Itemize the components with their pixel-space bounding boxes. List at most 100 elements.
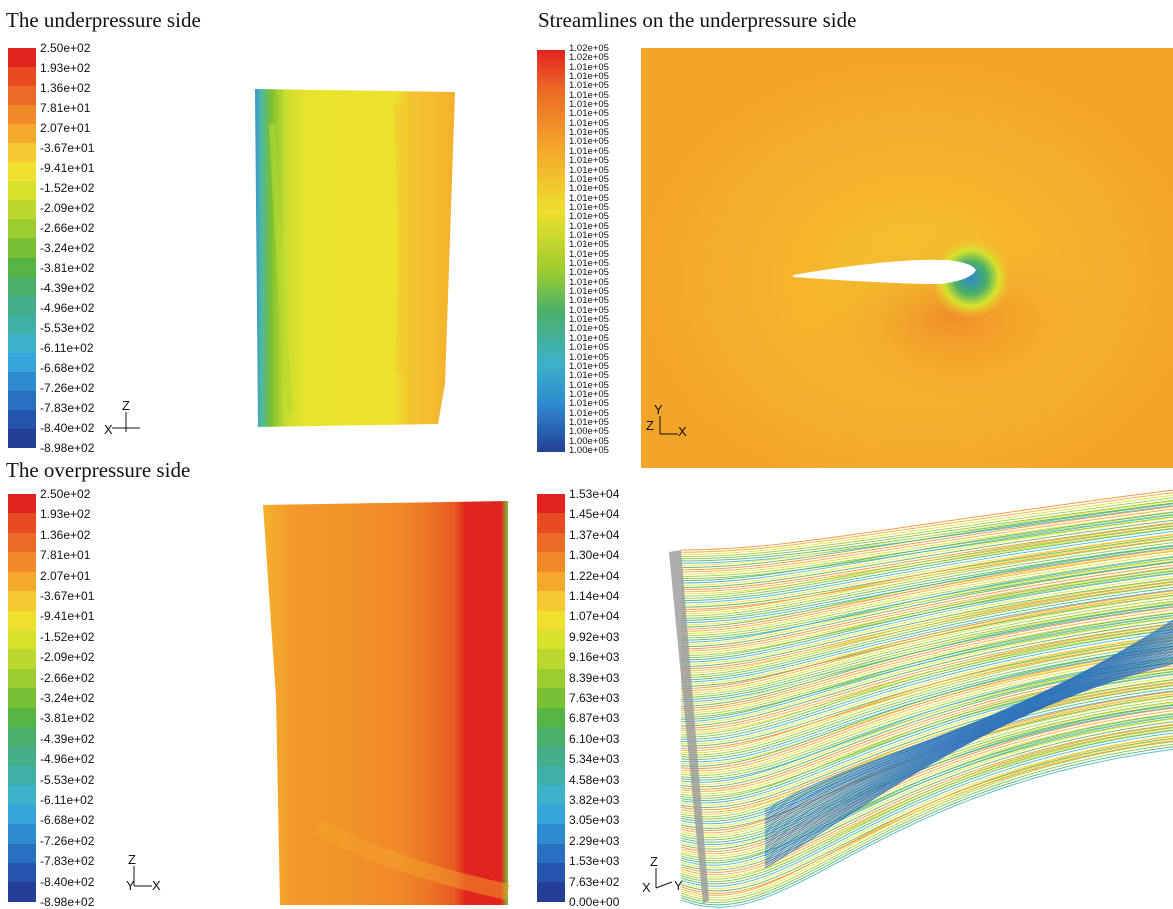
streamline: [680, 542, 1173, 619]
legend-tick-label: 1.01e+05: [569, 286, 609, 298]
colorbar-swatch: [8, 571, 36, 592]
streamline: [680, 634, 1173, 745]
streamline: [680, 559, 1173, 646]
colorbar-swatch: [8, 804, 36, 825]
streamline: [680, 729, 1173, 885]
streamline: [680, 556, 1173, 643]
legend-tick-label: 1.01e+05: [569, 127, 609, 139]
legend-tick-label: 1.01e+05: [569, 276, 609, 288]
streamline: [680, 536, 1173, 608]
legend-tick-label: 2.50e+02: [40, 487, 91, 501]
streamline: [680, 651, 1173, 772]
streamline: [680, 511, 1173, 575]
colorbar-swatch: [8, 610, 36, 630]
streamline: [680, 748, 1173, 908]
legend-tick-label: -2.09e+02: [40, 650, 95, 665]
vortex-streamline: [764, 636, 1173, 833]
colorbar-swatch: [537, 513, 565, 533]
overpressure-contour-plot: [263, 501, 510, 905]
legend-tick-label: 2.29e+03: [569, 833, 620, 848]
streamline: [680, 494, 1173, 555]
streamline: [680, 721, 1173, 871]
streamline: [680, 718, 1173, 869]
colorbar-swatch: [537, 727, 565, 747]
legend-tick-label: 1.01e+05: [569, 360, 609, 372]
axis-triad-top-left: Z X: [104, 398, 140, 437]
vortex-streamline: [764, 654, 1173, 857]
legend-tick-label: 1.36e+02: [40, 81, 91, 95]
streamline: [680, 741, 1173, 901]
legend-tick-label: 1.01e+05: [569, 201, 609, 213]
colorbar-swatch: [8, 513, 36, 533]
colorbar-swatch: [537, 882, 565, 902]
legend-tick-label: 1.01e+05: [569, 89, 609, 101]
streamline: [680, 503, 1173, 569]
legend-tick-label: 1.36e+02: [40, 527, 91, 542]
legend-tick-label: 3.82e+03: [569, 793, 620, 807]
legend-tick-label: -4.39e+02: [40, 731, 95, 746]
streamline: [680, 579, 1173, 674]
streamline: [680, 681, 1173, 811]
legend-tick-label: 1.01e+05: [569, 351, 609, 363]
legend-tick-label: 1.01e+05: [569, 145, 609, 157]
legend-tick-label: 1.01e+05: [569, 295, 609, 307]
legend-tick-label: -1.52e+02: [40, 629, 95, 644]
streamline: [680, 553, 1173, 635]
streamline: [680, 631, 1173, 742]
legend-tick-label: 6.10e+03: [569, 731, 620, 746]
streamline: [680, 707, 1173, 852]
colorbar-swatch: [8, 200, 36, 220]
streamline: [680, 648, 1173, 763]
streamline: [680, 538, 1173, 610]
streamline: [680, 625, 1173, 731]
streamline: [680, 567, 1173, 659]
vortex-streamline: [764, 648, 1173, 849]
legend-tick-label: 1.01e+05: [569, 155, 609, 167]
underpressure-contour-plot: [255, 89, 455, 427]
legend-tick-label: 1.01e+05: [569, 211, 609, 223]
legend-tick-label: 1.37e+04: [569, 527, 620, 542]
legend-tick-label: 1.01e+05: [569, 136, 609, 148]
streamline: [680, 544, 1173, 621]
streamline: [680, 545, 1173, 628]
colorbar-swatch: [8, 428, 36, 448]
legend-tick-label: -6.11e+02: [40, 793, 94, 807]
colorbar-swatch: [8, 843, 36, 864]
streamline: [680, 555, 1173, 637]
colorbar-swatch: [8, 785, 36, 805]
legend-tick-label: -4.39e+02: [40, 281, 95, 295]
vortex-streamline: [764, 627, 1173, 821]
colorbar-swatch: [8, 494, 36, 514]
vortex-streamline: [764, 649, 1173, 851]
legend-tick-label: 1.01e+05: [569, 258, 609, 270]
legend-tick-label: 1.01e+05: [569, 99, 609, 111]
legend-tick-label: 1.01e+05: [569, 323, 609, 335]
streamline: [680, 572, 1173, 657]
streamline: [680, 662, 1173, 788]
legend-tick-label: -8.98e+02: [40, 441, 95, 455]
streamline: [680, 600, 1173, 698]
streamline: [680, 614, 1173, 716]
legend-tick-label: -3.24e+02: [40, 241, 95, 255]
colorbar-swatch: [8, 181, 36, 201]
vortex-streamline: [764, 631, 1173, 827]
streamline: [680, 514, 1173, 584]
legend-tick-label: 1.00e+05: [569, 445, 609, 456]
colorbar-swatch: [8, 295, 36, 315]
colorbar-swatch: [8, 162, 36, 182]
streamline: [680, 640, 1173, 756]
legend-tick-label: 9.92e+03: [569, 629, 620, 644]
streamline: [680, 626, 1173, 738]
streamline: [680, 570, 1173, 661]
streamline: [680, 743, 1173, 904]
legend-tick-label: -2.66e+02: [40, 670, 95, 685]
streamline: [680, 575, 1173, 665]
streamline: [680, 511, 1173, 582]
colorbar-swatch: [8, 105, 36, 125]
legend-tick-label: 1.01e+05: [569, 304, 609, 316]
legend-tick-label: 1.01e+05: [569, 388, 609, 400]
colorbar-swatch: [537, 804, 565, 825]
colorbar-swatch: [8, 552, 36, 572]
legend-tick-label: 8.39e+03: [569, 670, 620, 685]
legend-tick-label: 1.01e+05: [569, 229, 609, 241]
